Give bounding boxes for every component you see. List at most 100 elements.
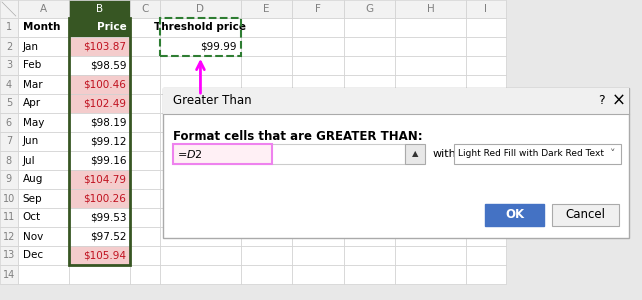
- Text: 9: 9: [6, 175, 12, 184]
- Bar: [466, 113, 506, 132]
- Text: 12: 12: [3, 232, 15, 242]
- Bar: [343, 56, 395, 75]
- Bar: [130, 189, 160, 208]
- Text: Jun: Jun: [22, 136, 39, 146]
- Bar: [160, 151, 241, 170]
- Bar: [18, 227, 69, 246]
- Bar: [18, 265, 69, 284]
- Text: May: May: [22, 118, 44, 128]
- Bar: [466, 151, 506, 170]
- Bar: [160, 208, 241, 227]
- Bar: [405, 144, 424, 164]
- Bar: [395, 56, 466, 75]
- Text: =$D$2: =$D$2: [177, 148, 203, 160]
- Bar: [395, 189, 466, 208]
- Bar: [395, 113, 466, 132]
- Bar: [292, 113, 343, 132]
- Bar: [466, 56, 506, 75]
- Bar: [466, 227, 506, 246]
- Bar: [69, 113, 130, 132]
- Bar: [343, 18, 395, 37]
- Bar: [343, 0, 395, 18]
- Bar: [130, 246, 160, 265]
- Bar: [466, 75, 506, 94]
- Bar: [506, 0, 634, 300]
- Bar: [130, 227, 160, 246]
- Bar: [395, 265, 466, 284]
- Text: B: B: [96, 4, 103, 14]
- Bar: [241, 208, 292, 227]
- Text: Jul: Jul: [22, 155, 35, 166]
- Bar: [343, 189, 395, 208]
- Bar: [173, 144, 272, 164]
- Bar: [395, 132, 466, 151]
- Text: Price: Price: [97, 22, 126, 32]
- Text: Light Red Fill with Dark Red Text: Light Red Fill with Dark Red Text: [458, 149, 604, 158]
- Text: $98.59: $98.59: [90, 61, 126, 70]
- Bar: [241, 189, 292, 208]
- Bar: [466, 18, 506, 37]
- Bar: [163, 88, 629, 114]
- Bar: [69, 132, 130, 151]
- Bar: [0, 284, 634, 300]
- Text: $99.53: $99.53: [90, 212, 126, 223]
- Bar: [292, 151, 343, 170]
- Bar: [69, 18, 130, 265]
- Bar: [292, 0, 343, 18]
- Bar: [466, 170, 506, 189]
- Text: 10: 10: [3, 194, 15, 203]
- Text: 6: 6: [6, 118, 12, 128]
- Bar: [160, 246, 241, 265]
- Bar: [395, 0, 466, 18]
- Bar: [395, 75, 466, 94]
- Bar: [395, 94, 466, 113]
- Bar: [18, 75, 69, 94]
- Bar: [69, 94, 130, 113]
- Bar: [343, 113, 395, 132]
- Bar: [69, 189, 130, 208]
- Bar: [466, 246, 506, 265]
- Bar: [69, 18, 130, 37]
- Bar: [69, 265, 130, 284]
- Text: H: H: [427, 4, 435, 14]
- Bar: [0, 189, 18, 208]
- Text: 3: 3: [6, 61, 12, 70]
- Bar: [395, 37, 466, 56]
- Bar: [466, 0, 506, 18]
- Text: ×: ×: [612, 92, 626, 110]
- Text: $104.79: $104.79: [83, 175, 126, 184]
- Bar: [241, 170, 292, 189]
- Text: 11: 11: [3, 212, 15, 223]
- Bar: [343, 170, 395, 189]
- Bar: [292, 75, 343, 94]
- Text: 7: 7: [6, 136, 12, 146]
- Bar: [0, 170, 18, 189]
- Text: 1: 1: [6, 22, 12, 32]
- Bar: [18, 208, 69, 227]
- Bar: [241, 227, 292, 246]
- Text: A: A: [40, 4, 47, 14]
- Bar: [241, 246, 292, 265]
- Text: Oct: Oct: [22, 212, 41, 223]
- Bar: [160, 0, 241, 18]
- Bar: [160, 18, 241, 37]
- Text: $100.26: $100.26: [83, 194, 126, 203]
- Bar: [69, 208, 130, 227]
- Text: Nov: Nov: [22, 232, 43, 242]
- Bar: [160, 75, 241, 94]
- Bar: [18, 18, 69, 37]
- Bar: [343, 37, 395, 56]
- Text: ?: ?: [598, 94, 605, 107]
- Text: Cancel: Cancel: [566, 208, 605, 221]
- Bar: [395, 18, 466, 37]
- Bar: [130, 151, 160, 170]
- Bar: [130, 75, 160, 94]
- Bar: [241, 75, 292, 94]
- Bar: [18, 94, 69, 113]
- Bar: [0, 75, 18, 94]
- Bar: [160, 132, 241, 151]
- Bar: [466, 94, 506, 113]
- Bar: [343, 132, 395, 151]
- Text: G: G: [365, 4, 374, 14]
- Bar: [69, 0, 130, 18]
